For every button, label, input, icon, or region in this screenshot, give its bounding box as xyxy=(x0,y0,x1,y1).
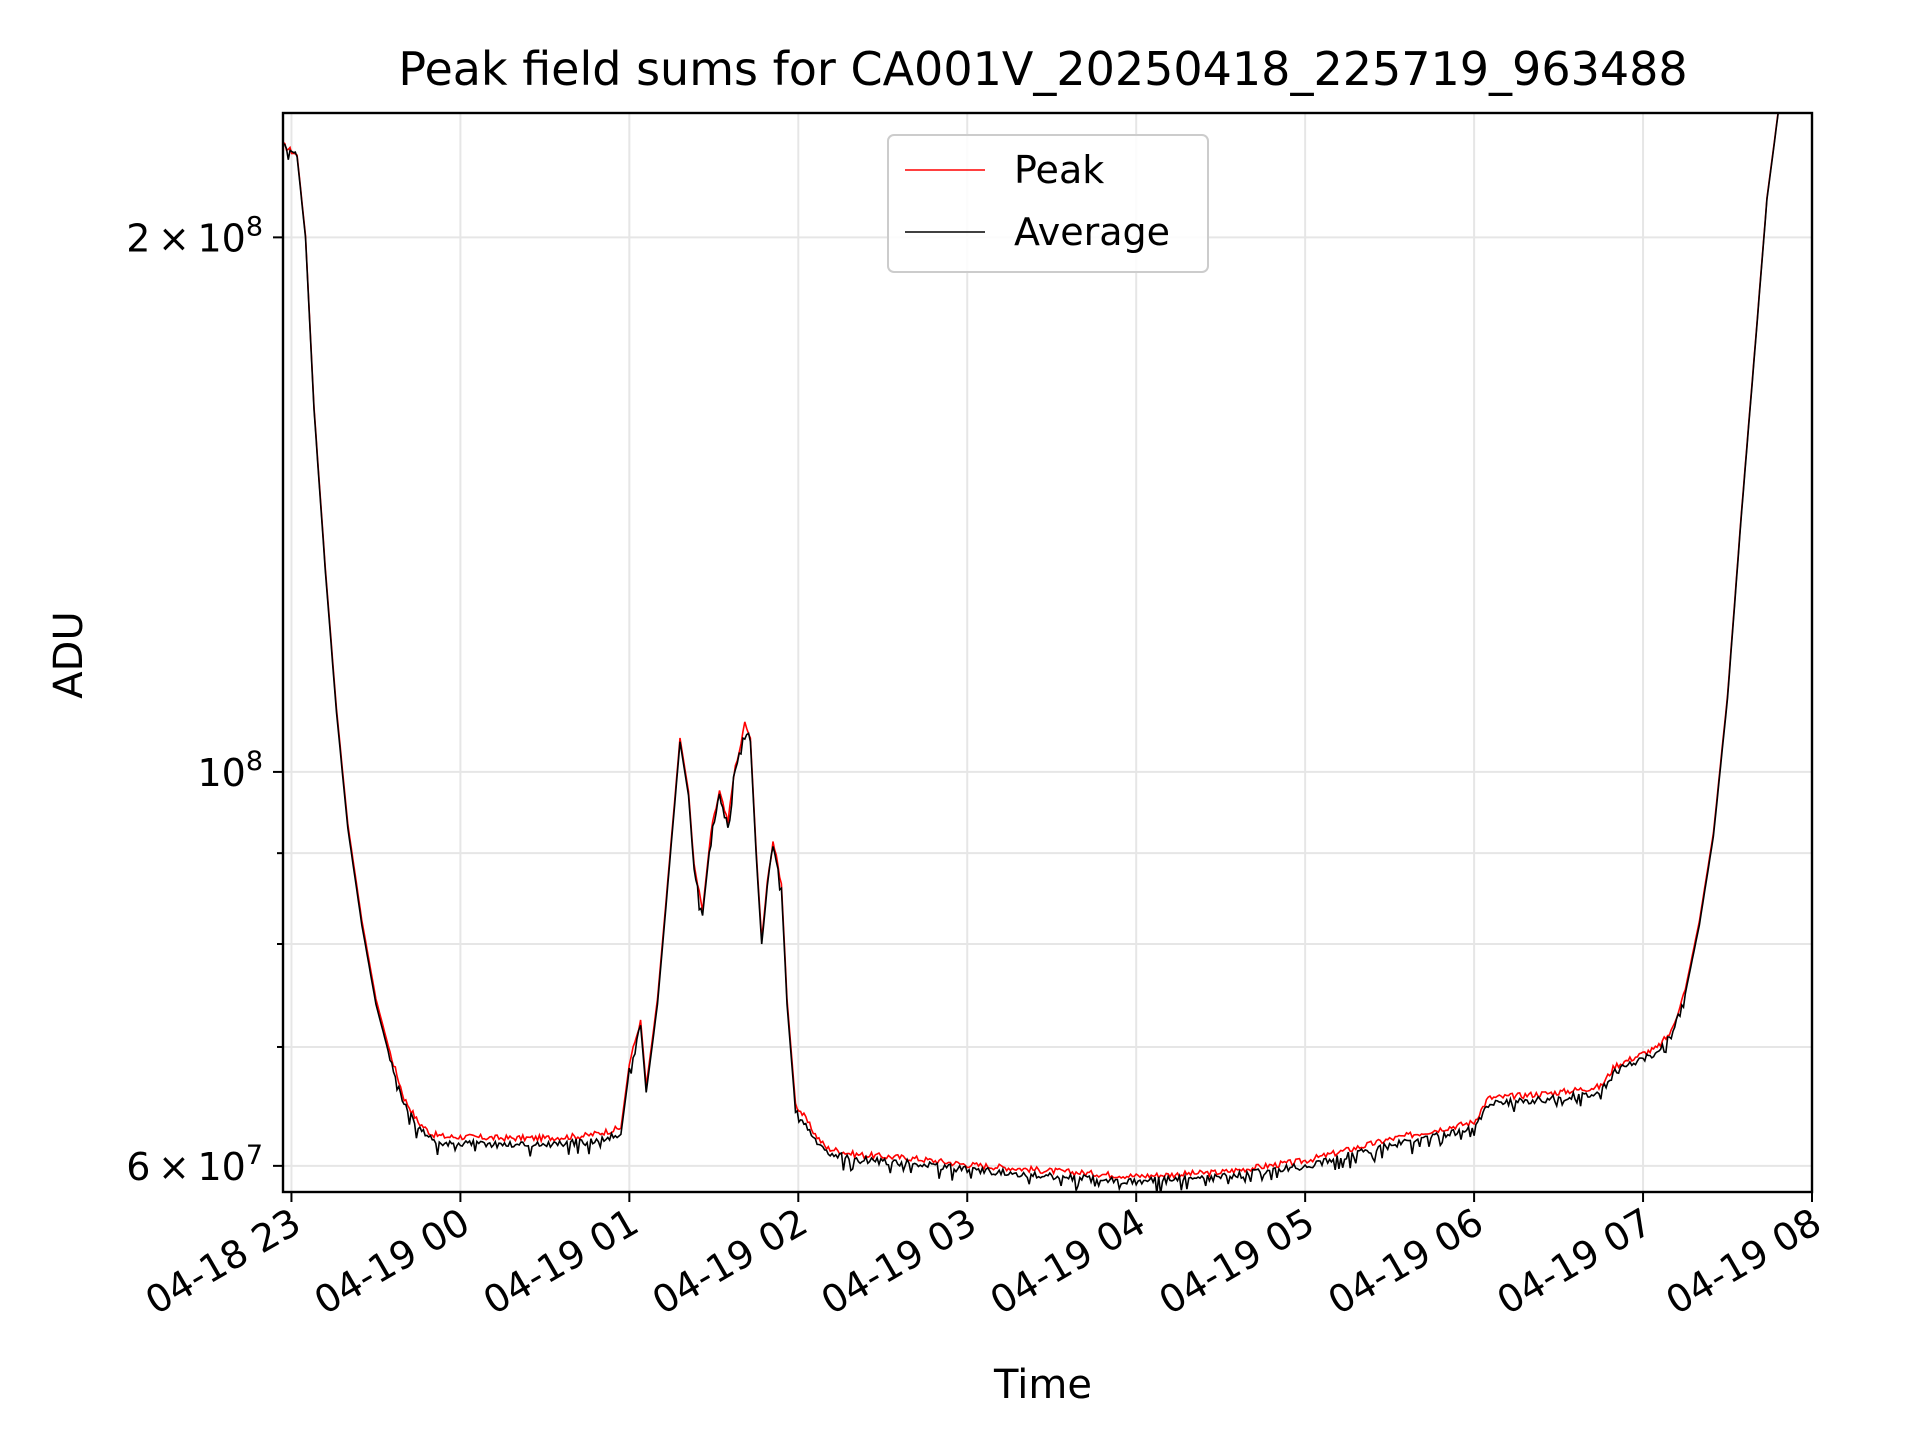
y-axis-title: ADU xyxy=(46,611,92,698)
x-tick-label: 04-19 05 xyxy=(1152,1200,1322,1324)
peak-series-line xyxy=(283,113,1779,1180)
y-tick-label: 2 × 108 xyxy=(126,211,263,260)
x-axis-title: Time xyxy=(993,1362,1092,1408)
x-tick-label: 04-19 06 xyxy=(1321,1200,1491,1324)
x-tick-label: 04-18 23 xyxy=(138,1200,308,1324)
y-tick-label: 6 × 107 xyxy=(126,1140,263,1189)
x-tick-label: 04-19 03 xyxy=(814,1200,984,1324)
grid xyxy=(283,113,1813,1192)
legend-label-average: Average xyxy=(1014,210,1170,254)
x-tick-label: 04-19 02 xyxy=(645,1200,815,1324)
x-tick-label: 04-19 04 xyxy=(983,1200,1153,1324)
x-tick-label: 04-19 01 xyxy=(476,1200,646,1324)
y-tick-label: 108 xyxy=(197,746,263,795)
y-axis: 6 × 107 108 2 × 108 xyxy=(126,211,283,1189)
average-series-line xyxy=(283,113,1779,1192)
legend-label-peak: Peak xyxy=(1014,148,1104,192)
x-tick-label: 04-19 08 xyxy=(1659,1200,1829,1324)
x-tick-label: 04-19 07 xyxy=(1490,1200,1660,1324)
series-lines xyxy=(283,113,1779,1192)
x-tick-label: 04-19 00 xyxy=(307,1200,477,1324)
legend[interactable]: Peak Average xyxy=(887,134,1209,273)
chart-title: Peak field sums for CA001V_20250418_2257… xyxy=(398,42,1687,96)
plot-frame xyxy=(281,111,1814,1194)
